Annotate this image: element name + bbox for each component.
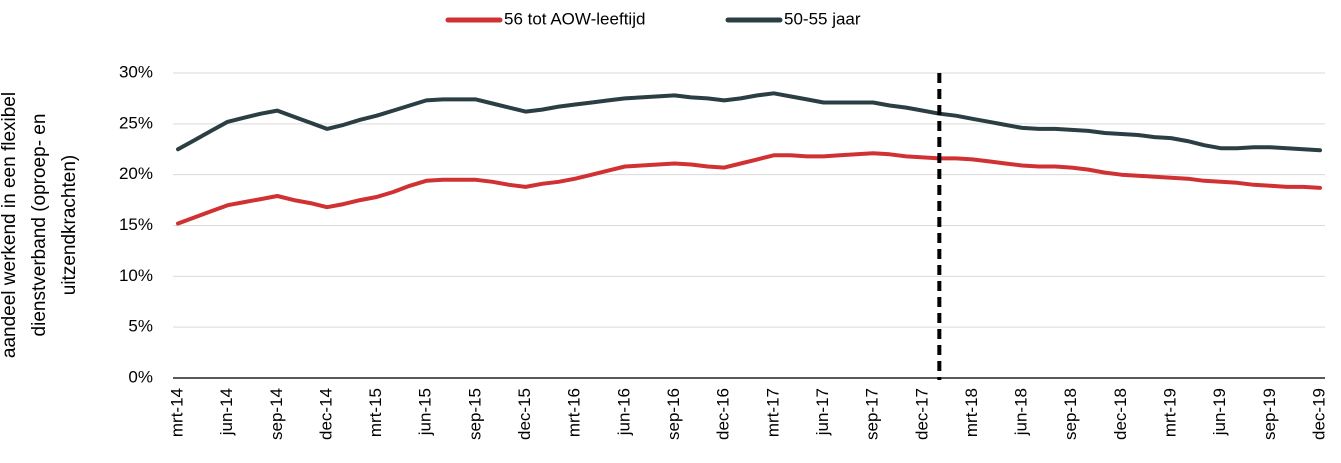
- series-line: [176, 91, 1322, 153]
- x-tick-label: sep-19: [1260, 388, 1279, 440]
- x-tick-label: jun-19: [1210, 388, 1229, 436]
- x-tick-label: sep-14: [267, 388, 286, 440]
- x-tick-label: dec-17: [912, 388, 931, 440]
- x-tick-label: jun-14: [217, 388, 236, 436]
- y-tick-label: 25%: [119, 113, 153, 132]
- x-tick-label: dec-15: [515, 388, 534, 440]
- y-axis-label-line: uitzendkrachten): [59, 155, 80, 295]
- y-tick-label: 5%: [128, 317, 153, 336]
- x-tick-label: dec-19: [1309, 388, 1328, 440]
- x-tick-label: mrt-14: [167, 388, 186, 437]
- y-axis-label: aandeel werkend in een flexibel dienstver…: [0, 92, 80, 358]
- x-tick-label: dec-18: [1111, 388, 1130, 440]
- y-tick-label: 30%: [119, 62, 153, 81]
- x-tick-label: dec-16: [714, 388, 733, 440]
- x-tick-label: mrt-15: [366, 388, 385, 437]
- series-line: [176, 151, 1322, 226]
- x-tick-label: sep-16: [664, 388, 683, 440]
- x-tick-label: mrt-17: [763, 388, 782, 437]
- y-tick-label: 15%: [119, 215, 153, 234]
- x-tick-label: sep-15: [465, 388, 484, 440]
- x-tick-label: dec-14: [316, 388, 335, 440]
- x-tick-label: jun-18: [1012, 388, 1031, 436]
- y-tick-label: 10%: [119, 266, 153, 285]
- legend-label: 50-55 jaar: [784, 9, 861, 28]
- x-tick-label: jun-17: [813, 388, 832, 436]
- y-axis-label-line: aandeel werkend in een flexibel: [0, 92, 20, 358]
- x-tick-label: sep-17: [863, 388, 882, 440]
- x-tick-label: jun-16: [614, 388, 633, 436]
- x-tick-label: jun-15: [416, 388, 435, 436]
- legend-label: 56 tot AOW-leeftijd: [504, 9, 645, 28]
- x-tick-label: mrt-16: [565, 388, 584, 437]
- x-tick-label: sep-18: [1061, 388, 1080, 440]
- x-tick-label: mrt-18: [962, 388, 981, 437]
- y-tick-label: 0%: [128, 367, 153, 386]
- y-axis-label-line: dienstverband (oproep- en: [29, 114, 50, 337]
- x-tick-label: mrt-19: [1161, 388, 1180, 437]
- y-tick-label: 20%: [119, 164, 153, 183]
